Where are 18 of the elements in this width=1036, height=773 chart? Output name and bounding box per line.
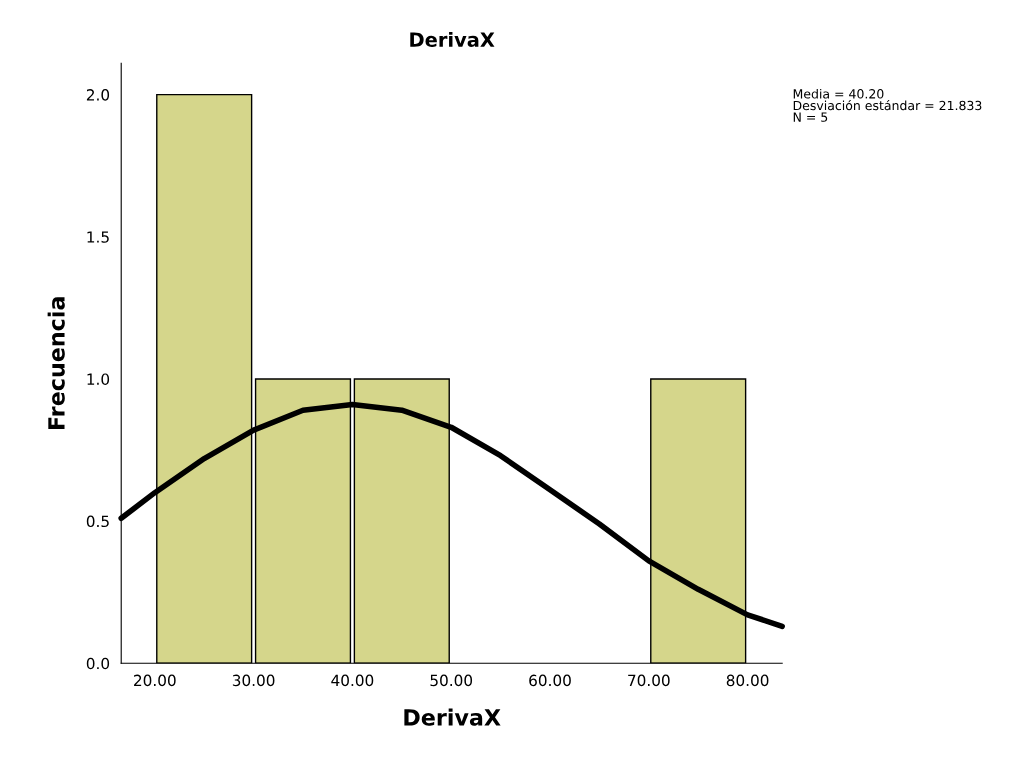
y-tick-label: 2.0: [86, 89, 110, 101]
y-tick-label: 0.0: [86, 657, 110, 670]
y-tick-label: 1.0: [87, 373, 110, 385]
x-tick-label: 70.00: [628, 674, 670, 687]
x-tick-label: 30.00: [232, 674, 275, 687]
y-tick-label: 1.5: [87, 231, 109, 243]
x-axis-title: DerivaX: [404, 708, 501, 726]
x-tick-label: 60.00: [529, 674, 571, 687]
y-axis-title: Frecuencia: [47, 297, 65, 429]
x-tick-label: 50.00: [430, 674, 473, 687]
text: Media = 40.20: [793, 88, 884, 99]
x-tick-label: 20.00: [134, 674, 176, 687]
y-tick-label: 0.5: [86, 515, 109, 528]
x-tick-label: 80.00: [726, 674, 769, 687]
text: N = 5: [793, 112, 828, 122]
x-tick-label: 40.00: [331, 674, 374, 687]
text: Desviación estándar = 21.833: [793, 100, 982, 111]
chart-title: DerivaX: [410, 31, 495, 47]
